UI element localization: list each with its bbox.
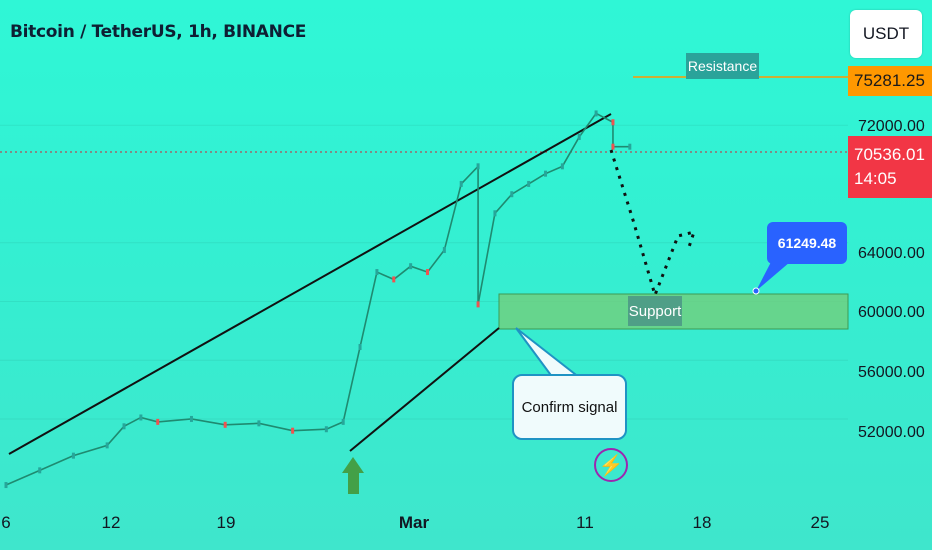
price-point[interactable] — [628, 143, 632, 150]
y-tick-label: 52000.00 — [858, 424, 925, 441]
y-tick-label: 60000.00 — [858, 304, 925, 321]
price-point[interactable] — [476, 301, 480, 308]
x-tick-label: 18 — [692, 513, 712, 532]
price-point[interactable] — [139, 414, 143, 421]
price-point[interactable] — [257, 420, 261, 427]
lightning-bolt-icon[interactable]: ⚡ — [594, 448, 628, 482]
price-point[interactable] — [442, 247, 446, 254]
price-point[interactable] — [38, 467, 42, 474]
resistance-label[interactable]: Resistance — [686, 53, 759, 79]
price-point[interactable] — [426, 269, 429, 276]
price-point[interactable] — [105, 442, 109, 449]
price-point[interactable] — [476, 163, 480, 170]
x-tick-label: 19 — [216, 513, 236, 532]
x-tick-label: 11 — [576, 513, 594, 532]
series-line-0 — [5, 112, 630, 486]
price-point[interactable] — [611, 119, 615, 126]
x-tick-label: 25 — [810, 513, 830, 532]
price-point[interactable] — [223, 421, 227, 428]
price-point[interactable] — [560, 163, 564, 170]
chart-title: Bitcoin / TetherUS, 1h, BINANCE — [10, 22, 307, 42]
x-tick-label: 12 — [101, 513, 121, 532]
target-price-callout[interactable]: 61249.48 — [767, 222, 847, 264]
price-point[interactable] — [341, 418, 345, 425]
price-point[interactable] — [189, 415, 193, 422]
target-pointer — [756, 262, 790, 291]
price-point[interactable] — [594, 110, 598, 117]
price-point[interactable] — [324, 426, 328, 433]
resistance-price-tag: 75281.25 — [848, 66, 932, 96]
price-point[interactable] — [122, 423, 126, 430]
price-point[interactable] — [4, 482, 8, 489]
y-tick-label: 56000.00 — [858, 364, 925, 381]
y-tick-label: 72000.00 — [858, 118, 925, 135]
price-point[interactable] — [71, 452, 75, 459]
lower-trendline[interactable] — [349, 327, 500, 452]
price-point[interactable] — [577, 133, 581, 140]
current-price-tag: 70536.01 14:05 — [848, 136, 932, 198]
price-point[interactable] — [375, 269, 379, 276]
callout-pointer — [515, 327, 583, 379]
y-tick-label: 64000.00 — [858, 245, 925, 262]
bar-countdown: 14:05 — [854, 169, 897, 188]
confirm-signal-bubble[interactable]: Confirm signal — [512, 374, 627, 440]
price-point[interactable] — [527, 180, 531, 187]
up-arrow-icon — [342, 457, 364, 494]
price-point[interactable] — [544, 170, 548, 177]
target-point[interactable] — [752, 287, 760, 295]
currency-selector[interactable]: USDT — [850, 10, 922, 58]
x-tick-label: 6 — [1, 513, 11, 532]
price-point[interactable] — [291, 427, 295, 434]
price-point[interactable] — [611, 143, 615, 150]
upper-trendline[interactable] — [8, 113, 612, 455]
price-point[interactable] — [358, 343, 362, 350]
current-price-value: 70536.01 — [854, 145, 925, 164]
x-tick-label: Mar — [398, 513, 430, 532]
price-point[interactable] — [510, 191, 514, 198]
support-label[interactable]: Support — [628, 296, 682, 326]
projection-path[interactable] — [609, 149, 697, 300]
price-point[interactable] — [493, 210, 497, 217]
price-point[interactable] — [156, 418, 160, 425]
price-point[interactable] — [409, 263, 413, 270]
price-point[interactable] — [392, 276, 396, 283]
price-series — [4, 110, 632, 489]
price-point[interactable] — [459, 180, 463, 187]
